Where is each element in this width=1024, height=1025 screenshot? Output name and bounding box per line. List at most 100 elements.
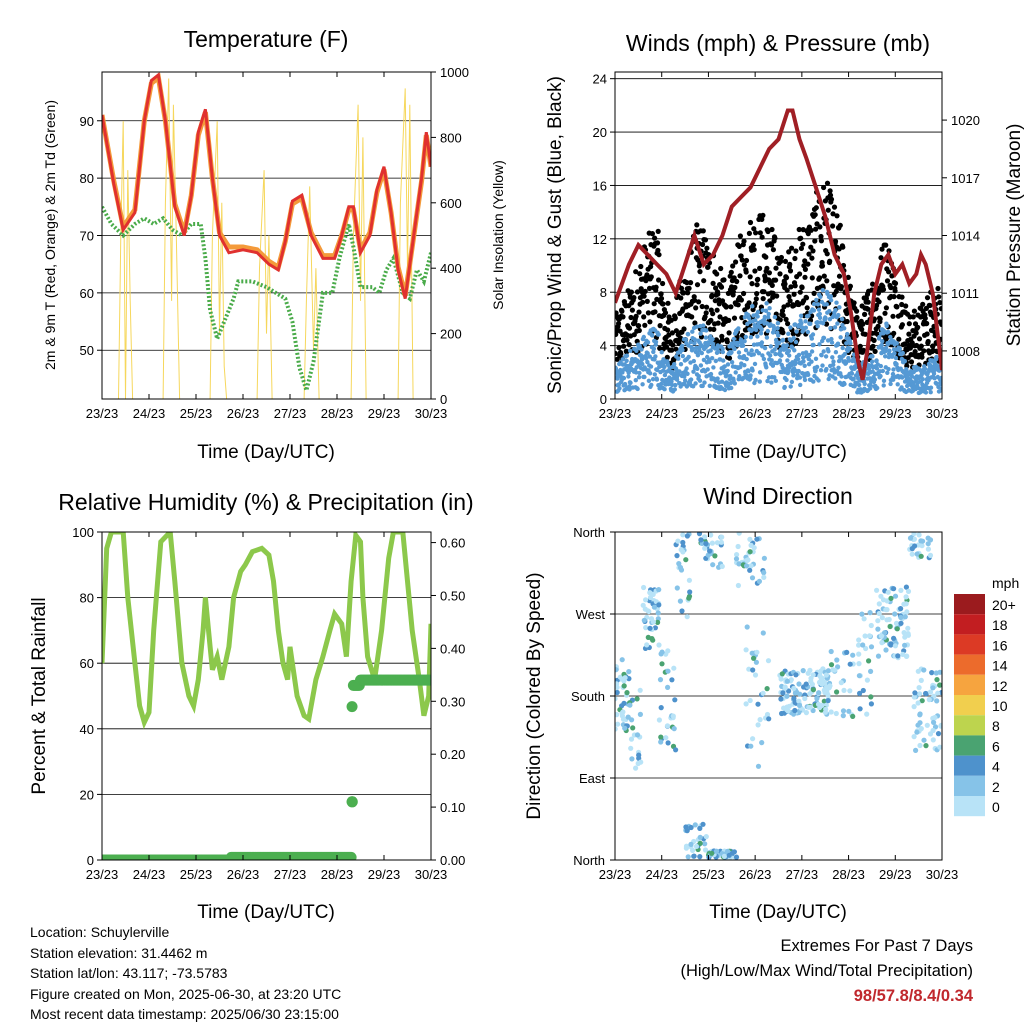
direction-point: [935, 731, 942, 737]
gust-point: [749, 281, 755, 287]
gust-point: [658, 291, 664, 297]
direction-point: [875, 626, 881, 632]
wind-point: [902, 359, 907, 364]
direction-point: [898, 620, 904, 626]
direction-point: [856, 637, 862, 643]
wind-point: [701, 357, 707, 363]
direction-point: [702, 534, 708, 540]
direction-point: [615, 721, 621, 727]
humidity-ylabel: Percent & Total Rainfall: [29, 597, 50, 794]
direction-point: [898, 606, 904, 612]
gust-point: [684, 280, 690, 286]
x-tick-label: 24/23: [645, 867, 678, 882]
wind-point: [765, 328, 770, 334]
direction-point: [934, 698, 940, 704]
direction-point: [800, 668, 806, 674]
x-tick-label: 29/23: [879, 406, 912, 421]
wind-point: [843, 360, 849, 366]
wind-point: [749, 348, 754, 353]
wind-point: [711, 365, 716, 370]
direction-point: [665, 684, 671, 691]
gust-point: [875, 323, 881, 329]
direction-point: [782, 684, 788, 690]
wind-point: [628, 348, 633, 353]
wind-point: [881, 383, 886, 388]
wind-point: [736, 350, 742, 355]
wind-point: [665, 362, 671, 367]
wind-point: [905, 383, 910, 389]
wind-point: [672, 387, 677, 392]
wind-point: [817, 342, 822, 347]
gust-point: [802, 274, 808, 280]
gust-point: [927, 302, 933, 309]
wind-point: [757, 379, 762, 384]
gust-point: [930, 343, 936, 349]
gust-point: [656, 277, 662, 283]
wind-point: [805, 329, 811, 335]
direction-point: [937, 682, 942, 688]
gust-point: [653, 284, 659, 290]
gust-point: [937, 300, 942, 306]
direction-point: [805, 670, 811, 676]
gust-point: [865, 299, 871, 305]
direction-point: [796, 681, 802, 687]
direction-point: [687, 589, 693, 595]
gust-point: [718, 265, 724, 272]
direction-point: [891, 635, 897, 641]
direction-point: [755, 701, 761, 707]
gust-point: [891, 294, 897, 300]
wind-point: [869, 359, 875, 364]
wind-point: [761, 356, 767, 362]
gust-point: [785, 321, 791, 327]
gust-point: [804, 305, 810, 311]
wind-point: [708, 348, 713, 353]
gust-point: [769, 242, 775, 248]
wind-point: [815, 302, 821, 307]
direction-point: [663, 735, 669, 741]
wind-point: [733, 370, 738, 375]
direction-point: [902, 614, 908, 620]
gust-point: [857, 343, 863, 349]
direction-point: [650, 637, 656, 643]
legend-swatch: [954, 634, 985, 655]
direction-point: [750, 736, 756, 742]
direction-point: [861, 616, 867, 622]
wind-point: [718, 371, 723, 376]
wind-point: [840, 345, 845, 351]
wind-point: [789, 379, 795, 385]
gust-point: [642, 288, 648, 294]
gust-point: [798, 235, 804, 241]
direction-point: [665, 740, 671, 746]
wind-point: [634, 348, 639, 353]
y-tick-right-label: 1020: [951, 113, 980, 128]
gust-point: [760, 212, 766, 218]
direction-point: [622, 675, 628, 681]
wind-point: [746, 369, 751, 374]
wind-point: [700, 383, 705, 389]
gust-point: [658, 295, 665, 302]
gust-point: [738, 253, 744, 259]
wind-point: [636, 375, 642, 380]
wind-point: [716, 349, 721, 354]
y-tick-label: North: [573, 525, 605, 540]
direction-point: [827, 683, 833, 689]
gust-point: [660, 280, 666, 287]
gust-point: [670, 342, 676, 348]
gust-point: [648, 274, 654, 280]
gust-point: [689, 314, 695, 320]
y-tick-label: 100: [72, 525, 94, 540]
gust-point: [935, 285, 941, 292]
direction-point: [930, 727, 936, 734]
wind-point: [772, 314, 778, 320]
wind-point: [626, 374, 631, 379]
gust-point: [813, 205, 819, 211]
gust-point: [646, 285, 653, 291]
wind-point: [707, 383, 712, 388]
gust-point: [631, 295, 637, 301]
direction-point: [692, 822, 698, 828]
gust-point: [913, 330, 919, 336]
direction-point: [621, 700, 627, 707]
direction-point: [641, 584, 647, 591]
x-tick-label: 24/23: [133, 867, 166, 882]
gust-point: [753, 296, 759, 302]
